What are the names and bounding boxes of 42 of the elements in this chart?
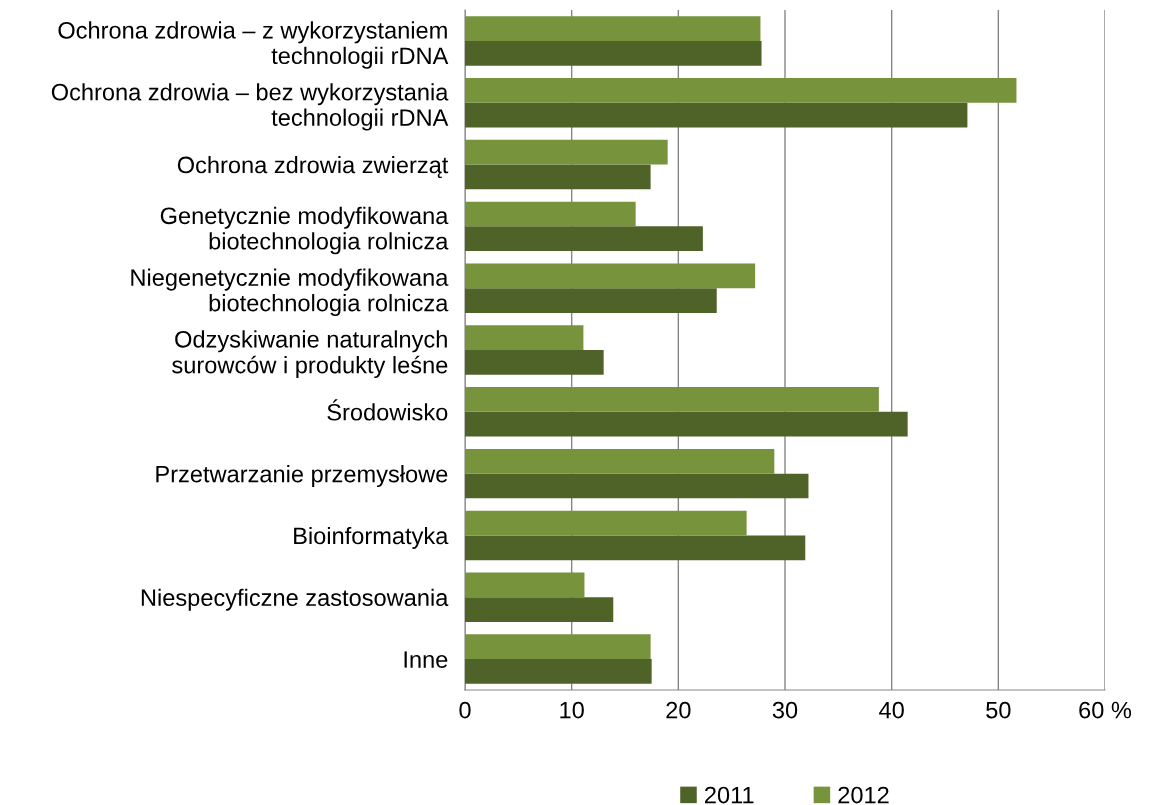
y-tick-label: Niespecyficzne zastosowania — [141, 588, 449, 611]
legend-label: 2012 — [838, 786, 889, 804]
bar — [465, 634, 651, 660]
legend-label: 2011 — [705, 786, 754, 804]
y-tick-label: Środowisko — [327, 399, 448, 421]
bar — [465, 139, 668, 165]
x-tick-label: 60 % — [1079, 701, 1132, 719]
bar — [465, 448, 775, 474]
x-tick-label: 40 — [879, 701, 904, 719]
bar — [465, 350, 604, 375]
bar — [465, 40, 762, 66]
bar — [465, 288, 717, 313]
y-tick-label: Bioinformatyka — [294, 526, 449, 549]
x-tick-label: 30 — [772, 701, 798, 719]
bar — [465, 201, 636, 227]
bar — [465, 387, 879, 412]
y-tick-label: Odzyskiwanie naturalnych surowców i produkty leśne — [172, 330, 448, 379]
y-tick-label: Genetycznie modyfikowana biotechnologia rolnicza — [160, 206, 449, 255]
x-tick-label: 50 — [986, 701, 1011, 719]
bar — [465, 411, 908, 437]
bar — [465, 78, 1017, 103]
x-tick-label: 10 — [560, 701, 584, 719]
y-tick-label: Inne — [404, 651, 448, 668]
x-tick-label: 0 — [459, 701, 471, 719]
bar — [465, 226, 703, 252]
y-tick-label: Ochrona zdrowia – z wykorzystaniem technologii rDNA — [58, 21, 449, 69]
bar — [465, 510, 747, 536]
y-tick-label: Ochrona zdrowia – bez wykorzystania technologii rDNA — [51, 83, 449, 131]
bar — [465, 572, 585, 598]
bar — [465, 597, 614, 622]
y-tick-label: Przetwarzanie przemysłowe — [156, 465, 448, 488]
bar — [465, 659, 652, 684]
bar — [465, 164, 651, 190]
bar — [465, 263, 756, 289]
y-tick-label: Niegenetycznie modyfikowana biotechnologia rolnicza — [131, 268, 449, 317]
x-tick-label: 20 — [666, 701, 691, 719]
bar — [465, 325, 584, 350]
bar — [465, 102, 968, 128]
bar — [465, 473, 809, 499]
bar — [465, 16, 761, 41]
bar — [465, 535, 806, 561]
y-tick-label: Ochrona zdrowia zwierząt — [177, 155, 449, 179]
